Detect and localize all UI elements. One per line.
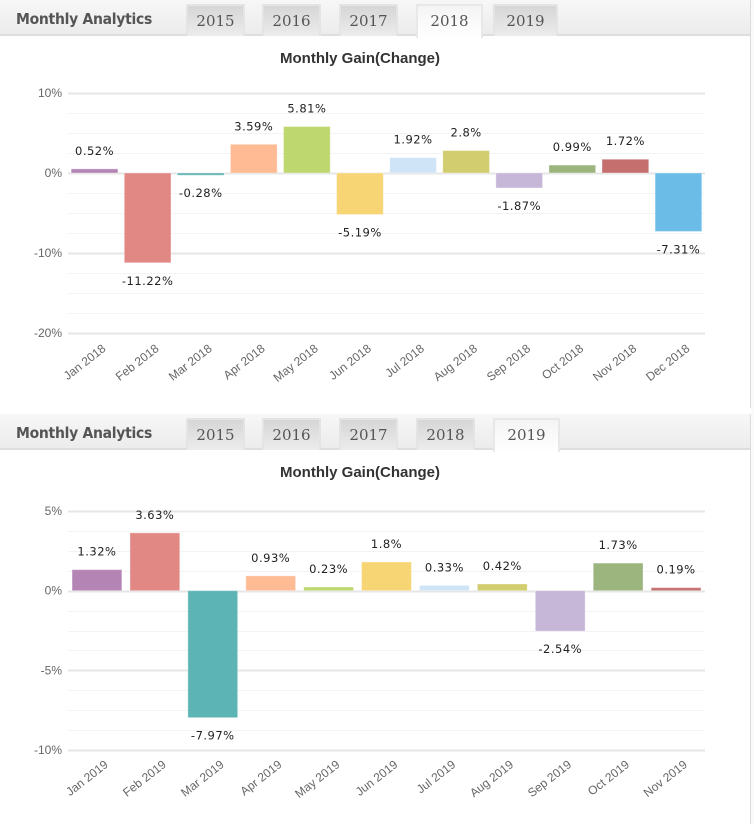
bar-aug-2018[interactable]: [442, 150, 490, 174]
analytics-header-title: Monthly Analytics: [16, 10, 153, 28]
bar-sep-2018[interactable]: [495, 172, 544, 189]
tab-2019[interactable]: 2019: [493, 418, 560, 452]
data-label: -7.97%: [191, 729, 235, 743]
data-label: 0.42%: [483, 559, 522, 573]
x-tick-label: Oct 2019: [585, 757, 632, 798]
x-tick-label: Sep 2019: [525, 757, 574, 800]
bar-dec-2018[interactable]: [654, 172, 703, 232]
x-tick-label: Mar 2019: [178, 757, 227, 799]
y-tick-label: 0%: [45, 584, 63, 598]
data-label: -1.87%: [497, 199, 541, 213]
y-tick-label: -10%: [34, 743, 62, 757]
data-label: -5.19%: [338, 226, 382, 240]
data-label: -2.54%: [538, 642, 582, 656]
analytics-header: Monthly Analytics 2015 2016 2017 2018 20…: [0, 0, 750, 38]
y-tick-label: 0%: [45, 166, 63, 180]
tab-2016[interactable]: 2016: [262, 4, 321, 36]
x-tick-label: Jul 2019: [414, 757, 459, 796]
bar-nov-2019[interactable]: [650, 587, 702, 592]
data-label: 1.72%: [606, 134, 645, 148]
monthly-analytics-panel-2018: Monthly Analytics 2015 2016 2017 2018 20…: [0, 0, 751, 408]
x-tick-label: Jun 2019: [353, 757, 401, 799]
data-label: 1.8%: [371, 537, 402, 551]
x-tick-label: Feb 2019: [120, 757, 169, 799]
x-tick-label: Apr 2019: [238, 757, 285, 798]
monthly-analytics-panel-2019: Monthly Analytics 2015 2016 2017 2018 20…: [0, 414, 751, 824]
bar-jun-2019[interactable]: [361, 561, 412, 592]
data-label: 0.99%: [553, 140, 592, 154]
x-tick-label: May 2018: [271, 341, 321, 385]
analytics-header: Monthly Analytics 2015 2016 2017 2018 20…: [0, 414, 750, 452]
analytics-header-title: Monthly Analytics: [16, 424, 153, 442]
data-label: 0.52%: [75, 144, 114, 158]
data-label: 2.8%: [451, 126, 482, 140]
y-tick-label: 5%: [45, 504, 63, 518]
data-label: 3.59%: [234, 119, 273, 133]
bar-mar-2018[interactable]: [176, 172, 225, 176]
bar-feb-2018[interactable]: [123, 172, 172, 264]
x-tick-label: Jul 2018: [383, 341, 428, 380]
x-tick-label: Nov 2019: [641, 757, 690, 800]
x-tick-label: Jan 2018: [61, 341, 109, 383]
bar-may-2019[interactable]: [303, 586, 354, 592]
scrollbar-strip: [751, 0, 754, 824]
x-tick-label: Jan 2019: [63, 757, 111, 799]
x-tick-label: Jun 2018: [326, 341, 374, 383]
x-tick-label: Mar 2018: [166, 341, 215, 383]
monthly-gain-chart-2018: 10% 0% -10% -20% 0.52% Jan 2018 -11.22% Feb 201…: [34, 86, 705, 385]
bar-feb-2019[interactable]: [129, 532, 181, 592]
tab-2015[interactable]: 2015: [186, 418, 245, 450]
bar-nov-2018[interactable]: [601, 158, 650, 174]
chart-title: Monthly Gain(Change): [280, 464, 440, 481]
data-label: 0.93%: [251, 551, 290, 565]
tab-2018[interactable]: 2018: [416, 418, 475, 450]
data-label: 5.81%: [287, 102, 326, 116]
bar-oct-2019[interactable]: [592, 562, 644, 592]
data-label: 1.32%: [77, 545, 116, 559]
data-label: -11.22%: [122, 274, 174, 288]
bar-sep-2019[interactable]: [534, 590, 586, 632]
x-tick-label: Dec 2018: [643, 341, 692, 384]
data-label: 1.92%: [394, 133, 433, 147]
x-tick-label: Aug 2018: [431, 341, 480, 384]
bar-jan-2018[interactable]: [70, 168, 119, 174]
tab-2019[interactable]: 2019: [493, 4, 558, 36]
x-tick-label: Apr 2018: [221, 341, 268, 382]
tab-2015[interactable]: 2015: [186, 4, 245, 36]
x-tick-label: Aug 2019: [467, 757, 516, 800]
bar-aug-2019[interactable]: [476, 583, 528, 592]
y-tick-label: -5%: [41, 663, 63, 677]
bar-jun-2018[interactable]: [336, 172, 384, 216]
data-label: 0.19%: [657, 563, 696, 577]
bar-jul-2018[interactable]: [389, 157, 437, 174]
x-tick-label: Nov 2018: [590, 341, 639, 384]
tab-2017[interactable]: 2017: [339, 4, 398, 36]
data-label: 0.23%: [309, 562, 348, 576]
chart-title: Monthly Gain(Change): [280, 50, 440, 67]
tab-2017[interactable]: 2017: [339, 418, 398, 450]
tab-2018[interactable]: 2018: [416, 4, 483, 38]
monthly-gain-chart-2019: 5% 0% -5% -10% 1.32% Jan 2019 3.63% Feb 2019 -7.…: [34, 504, 705, 801]
y-tick-label: 10%: [38, 86, 62, 100]
bar-apr-2019[interactable]: [245, 575, 297, 592]
y-tick-label: -20%: [34, 326, 62, 340]
tab-2016[interactable]: 2016: [262, 418, 321, 450]
y-tick-label: -10%: [34, 246, 62, 260]
bar-apr-2018[interactable]: [229, 143, 278, 174]
data-label: -7.31%: [657, 242, 701, 256]
x-tick-label: Feb 2018: [113, 341, 162, 383]
data-label: 0.33%: [425, 560, 464, 574]
bar-jul-2019[interactable]: [419, 584, 470, 592]
data-label: 3.63%: [135, 508, 174, 522]
data-label: -0.28%: [179, 186, 223, 200]
bar-jan-2019[interactable]: [71, 569, 123, 592]
bar-oct-2018[interactable]: [548, 164, 597, 174]
x-tick-label: May 2019: [292, 757, 342, 801]
x-tick-label: Sep 2018: [484, 341, 533, 384]
bar-mar-2019[interactable]: [187, 590, 239, 719]
x-tick-label: Oct 2018: [539, 341, 586, 382]
bar-may-2018[interactable]: [283, 126, 331, 174]
data-label: 1.73%: [599, 538, 638, 552]
